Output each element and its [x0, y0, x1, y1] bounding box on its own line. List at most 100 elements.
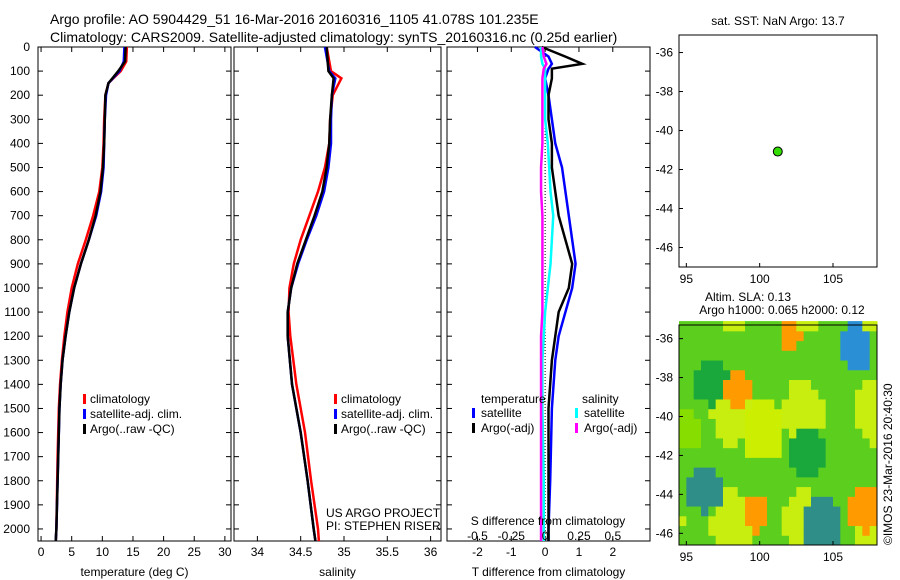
heatmap-cell	[745, 330, 753, 342]
temperature-axes-box	[37, 46, 232, 542]
heatmap-cell	[869, 535, 878, 546]
heatmap-cell	[752, 428, 761, 439]
heatmap-cell	[737, 486, 746, 497]
heatmap-cell	[737, 330, 746, 342]
heatmap-cell	[803, 321, 812, 332]
legend-swatch	[472, 423, 475, 433]
heatmap-cell	[759, 457, 768, 468]
heatmap-cell	[818, 408, 827, 419]
heatmap-cell	[701, 535, 709, 546]
heatmap-cell	[715, 496, 724, 507]
heatmap-cell	[686, 467, 695, 478]
heatmap-cell	[781, 437, 790, 449]
heatmap-cell	[708, 408, 717, 419]
heatmap-cell	[737, 525, 746, 536]
heatmap-cell	[781, 379, 790, 390]
heatmap-cell	[869, 340, 878, 351]
heatmap-cell	[730, 398, 739, 410]
heatmap-cell	[737, 340, 746, 351]
heatmap-cell	[862, 428, 871, 439]
heatmap-cell	[693, 350, 702, 361]
project-annotation: PI: STEPHEN RISER	[326, 519, 441, 533]
heatmap-cell	[737, 389, 746, 400]
heatmap-cell	[774, 379, 783, 390]
heatmap-cell	[693, 506, 702, 517]
heatmap-cell	[686, 389, 695, 400]
heatmap-cell	[803, 330, 812, 342]
heatmap-cell	[811, 476, 819, 488]
heatmap-cell	[781, 321, 790, 332]
heatmap-cell	[767, 340, 775, 351]
heatmap-cell	[745, 506, 753, 517]
heatmap-cell	[686, 506, 695, 517]
heatmap-cell	[840, 457, 849, 468]
y-tick-label: 800	[10, 233, 30, 247]
heatmap-cell	[708, 321, 717, 332]
heatmap-cell	[737, 467, 746, 478]
sla-heatmap-cells	[679, 321, 878, 546]
y-tick-label: 1500	[3, 401, 30, 415]
heatmap-cell	[679, 340, 687, 351]
imos-credit: ©IMOS 23-Mar-2016 20:40:30	[881, 383, 895, 545]
heatmap-cell	[811, 525, 819, 536]
heatmap-cell	[723, 340, 731, 351]
heatmap-cell	[715, 350, 724, 361]
heatmap-cell	[679, 535, 687, 546]
heatmap-cell	[708, 525, 717, 536]
heatmap-cell	[796, 398, 805, 410]
heatmap-cell	[715, 535, 724, 546]
x-tick-label: 2	[609, 545, 616, 559]
heatmap-cell	[796, 506, 805, 517]
heatmap-cell	[862, 379, 871, 390]
x-tick-label: 10	[96, 545, 110, 559]
heatmap-cell	[789, 437, 797, 449]
heatmap-cell	[715, 360, 724, 371]
heatmap-cell	[701, 369, 709, 381]
heatmap-cell	[759, 340, 768, 351]
heatmap-cell	[789, 360, 797, 371]
heatmap-cell	[847, 496, 856, 507]
heatmap-cell	[833, 447, 841, 458]
heatmap-cell	[723, 496, 731, 507]
heatmap-cell	[862, 467, 871, 478]
heatmap-cell	[686, 330, 695, 342]
heatmap-cell	[759, 437, 768, 449]
heatmap-cell	[855, 437, 863, 449]
heatmap-cell	[869, 360, 878, 371]
heatmap-cell	[708, 369, 717, 381]
heatmap-cell	[708, 486, 717, 497]
y-tick-label: 300	[10, 112, 30, 126]
heatmap-cell	[818, 369, 827, 381]
heatmap-cell	[862, 350, 871, 361]
heatmap-cell	[840, 321, 849, 332]
heatmap-cell	[730, 408, 739, 419]
heatmap-cell	[803, 428, 812, 439]
heatmap-cell	[767, 467, 775, 478]
heatmap-cell	[811, 437, 819, 449]
heatmap-cell	[759, 447, 768, 458]
heatmap-cell	[796, 418, 805, 429]
heatmap-cell	[730, 330, 739, 342]
heatmap-cell	[737, 428, 746, 439]
heatmap-cell	[847, 515, 856, 527]
heatmap-cell	[796, 496, 805, 507]
heatmap-cell	[679, 467, 687, 478]
legend-label: Argo(..raw -QC)	[90, 422, 175, 436]
heatmap-cell	[833, 340, 841, 351]
heatmap-cell	[701, 418, 709, 429]
heatmap-cell	[796, 447, 805, 458]
legend-label: Argo(-adj)	[584, 421, 637, 435]
heatmap-cell	[796, 486, 805, 497]
heatmap-cell	[737, 457, 746, 468]
x-tick-label: 35	[337, 545, 351, 559]
heatmap-cell	[803, 340, 812, 351]
heatmap-cell	[862, 525, 871, 536]
heatmap-cell	[818, 330, 827, 342]
heatmap-cell	[818, 476, 827, 488]
heatmap-cell	[679, 496, 687, 507]
legend-swatch	[83, 424, 86, 434]
heatmap-cell	[679, 515, 687, 527]
legend-label: climatology	[90, 392, 150, 406]
heatmap-cell	[840, 515, 849, 527]
heatmap-cell	[833, 379, 841, 390]
